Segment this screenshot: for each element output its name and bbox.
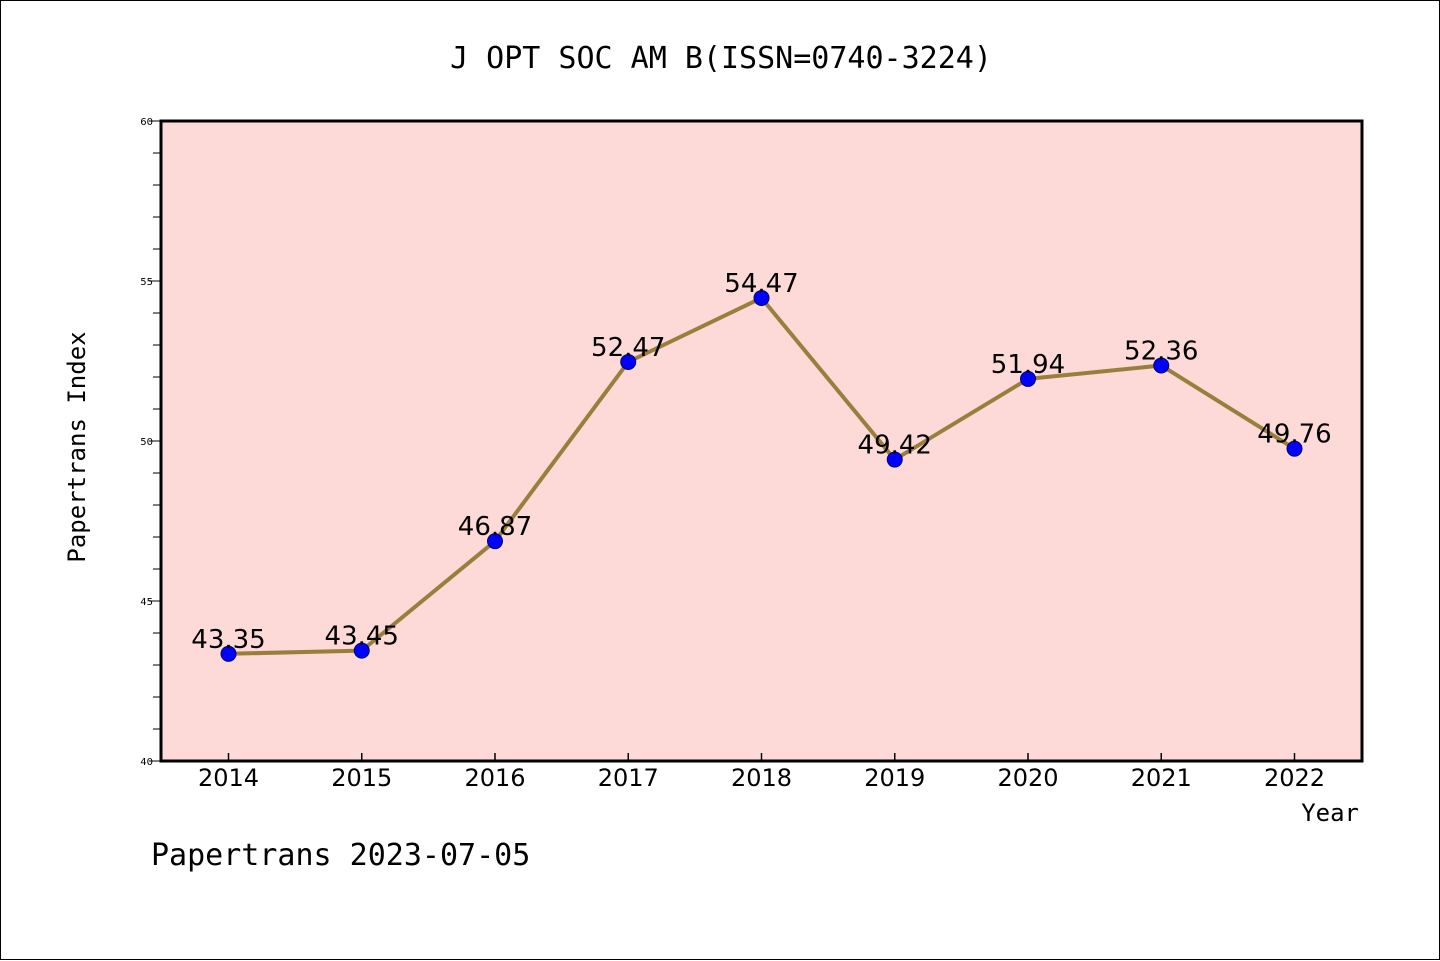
data-point	[487, 533, 503, 550]
y-tick-label: 45	[140, 597, 153, 608]
data-label: 43.45	[325, 622, 399, 652]
footer-text: Papertrans 2023-07-05	[151, 838, 530, 873]
x-axis-label: Year	[1301, 799, 1359, 827]
y-tick-label: 50	[140, 437, 153, 448]
x-tick-label: 2020	[997, 764, 1058, 792]
data-point	[886, 451, 903, 468]
y-axis-label: Papertrans Index	[63, 331, 91, 562]
data-label: 49.42	[858, 431, 932, 461]
y-tick-label: 60	[140, 117, 153, 128]
x-tick-label: 2021	[1131, 764, 1192, 792]
data-label: 49.76	[1257, 420, 1331, 450]
data-point	[353, 642, 370, 659]
plot-border	[159, 119, 1364, 763]
chart-title: J OPT SOC AM B(ISSN=0740-3224)	[450, 41, 992, 76]
data-label: 54.47	[724, 269, 798, 299]
x-tick-label: 2022	[1264, 764, 1325, 792]
x-tick-labels: 2014 2015 2016 2017 2018 2019 2020 2021 2022	[198, 764, 1325, 792]
plot-area	[161, 121, 1362, 761]
x-tick-label: 2015	[331, 764, 392, 792]
data-point	[1286, 440, 1303, 457]
data-point	[1020, 370, 1036, 387]
data-point	[620, 353, 637, 370]
data-point	[220, 645, 237, 662]
y-tick-label: 40	[140, 757, 153, 768]
data-label: 51.94	[991, 350, 1065, 380]
y-tick-labels: 40 45 50 55 60	[140, 117, 153, 768]
data-label: 52.47	[591, 333, 665, 363]
x-tick-label: 2019	[864, 764, 925, 792]
data-label: 46.87	[458, 512, 532, 542]
x-tick-label: 2016	[464, 764, 525, 792]
data-label: 52.36	[1124, 336, 1198, 366]
data-labels: 43.35 43.45 46.87 52.47 54.47 49.42 51.94 52.36…	[191, 269, 1331, 655]
x-tick-label: 2018	[731, 764, 792, 792]
data-series	[220, 289, 1303, 662]
x-tick-label: 2017	[598, 764, 659, 792]
data-point	[753, 289, 770, 306]
x-tick-label: 2014	[198, 764, 259, 792]
data-label: 43.35	[191, 625, 265, 655]
y-tick-label: 55	[140, 277, 153, 288]
data-point	[1153, 357, 1170, 374]
